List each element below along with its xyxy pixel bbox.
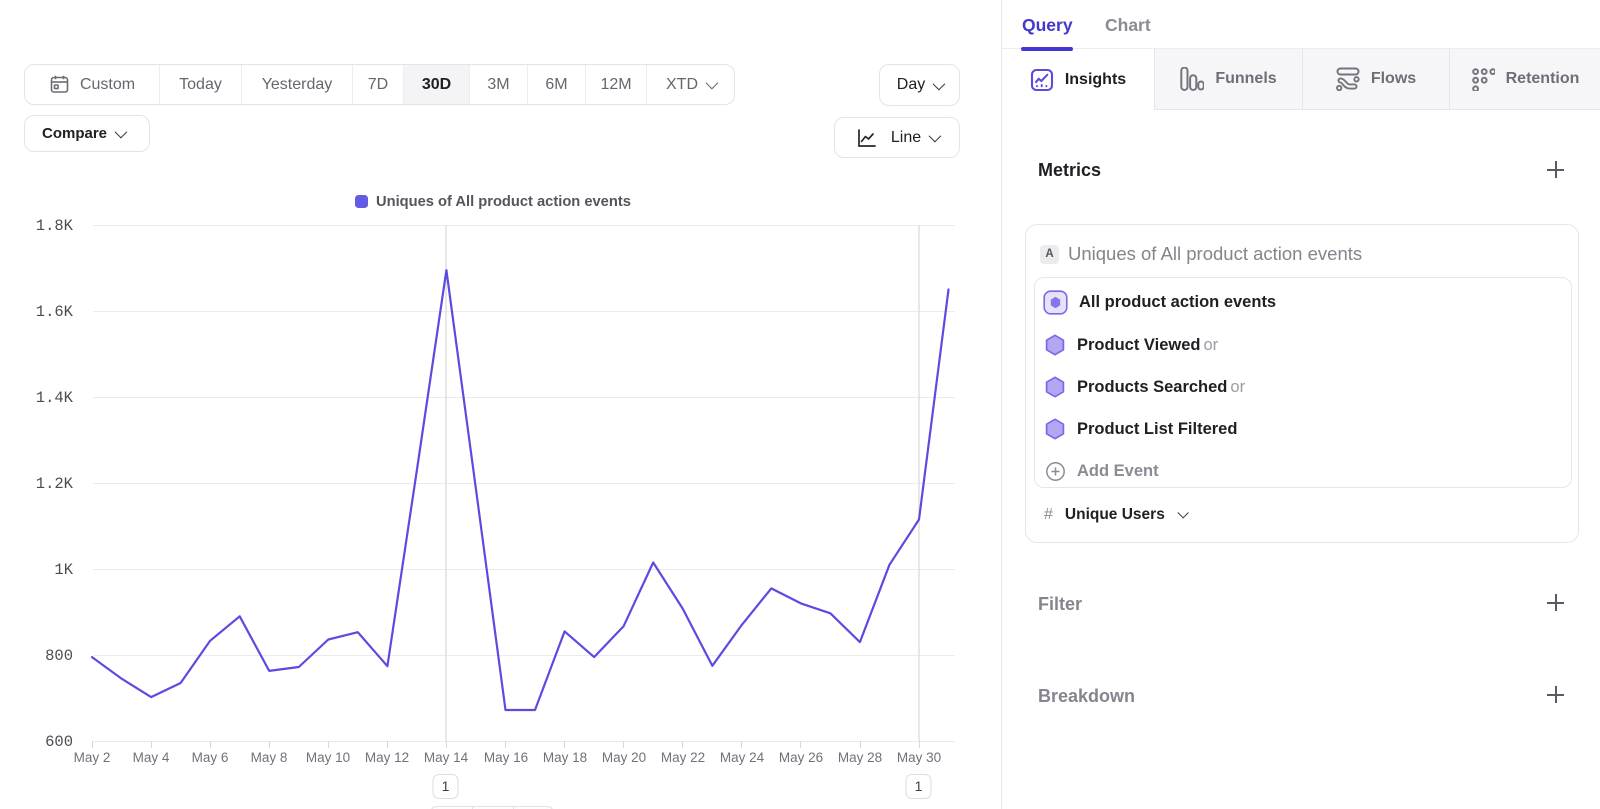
- svg-text:May 6: May 6: [192, 750, 229, 765]
- svg-text:May 18: May 18: [543, 750, 587, 765]
- svg-text:1.8K: 1.8K: [36, 217, 74, 235]
- svg-text:1: 1: [915, 778, 923, 794]
- svg-text:1.2K: 1.2K: [36, 475, 74, 493]
- svg-text:May 22: May 22: [661, 750, 705, 765]
- svg-text:May 4: May 4: [133, 750, 170, 765]
- svg-text:May 26: May 26: [779, 750, 823, 765]
- svg-text:May 2: May 2: [74, 750, 111, 765]
- svg-text:600: 600: [45, 733, 73, 751]
- svg-text:Uniques of All product action: Uniques of All product action events: [376, 194, 631, 210]
- svg-text:May 24: May 24: [720, 750, 765, 765]
- svg-text:May 12: May 12: [365, 750, 409, 765]
- svg-text:May 20: May 20: [602, 750, 646, 765]
- svg-text:1K: 1K: [54, 561, 73, 579]
- svg-text:May 14: May 14: [424, 750, 469, 765]
- svg-text:800: 800: [45, 647, 73, 665]
- svg-text:1: 1: [442, 778, 450, 794]
- svg-text:May 16: May 16: [484, 750, 528, 765]
- svg-text:May 30: May 30: [897, 750, 941, 765]
- svg-text:May 10: May 10: [306, 750, 350, 765]
- svg-text:1.4K: 1.4K: [36, 389, 74, 407]
- svg-text:May 8: May 8: [251, 750, 288, 765]
- svg-text:May 28: May 28: [838, 750, 882, 765]
- svg-text:1.6K: 1.6K: [36, 303, 74, 321]
